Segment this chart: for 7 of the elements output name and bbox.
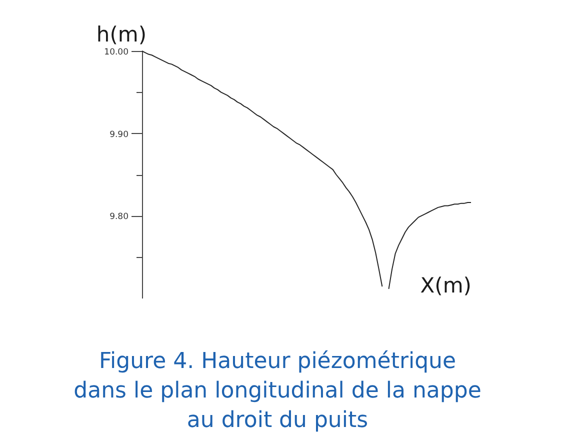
x-axis-title: X(m) (420, 274, 472, 298)
line-series (142, 50, 383, 287)
y-tick-label: 10.00 (104, 48, 128, 58)
text: Figure 4. Hauteur piézométrique dans le plan longitudinal de la nappe au droit du puits (74, 349, 482, 433)
y-tick-label: 9.80 (110, 212, 128, 222)
y-tick-label: 9.90 (110, 130, 128, 140)
y-axis-title: h(m) (96, 22, 147, 46)
